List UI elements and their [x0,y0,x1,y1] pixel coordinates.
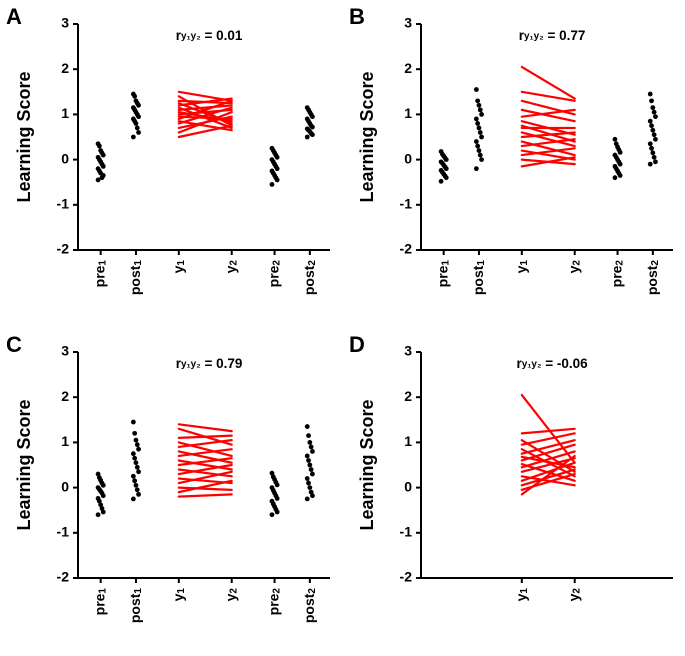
svg-text:ry₁y₂ = 0.77: ry₁y₂ = 0.77 [518,28,585,43]
svg-text:Learning Score: Learning Score [357,399,377,530]
svg-text:0: 0 [404,478,412,494]
svg-text:y2: y2 [565,588,582,602]
svg-text:Learning Score: Learning Score [14,399,34,530]
svg-text:-2: -2 [399,241,412,257]
svg-text:-1: -1 [57,196,70,212]
svg-text:2: 2 [404,60,412,76]
svg-text:0: 0 [61,478,69,494]
svg-text:post1: post1 [469,260,486,296]
svg-text:pre1: pre1 [434,260,451,288]
panel-b: -2 -1 0 1 2 3 Learning Score pre1 post1 y1 y2 pre2 p… [343,0,685,328]
svg-text:1: 1 [61,105,69,121]
svg-text:post2: post2 [301,260,318,296]
svg-text:post2: post2 [301,588,318,624]
svg-text:ry₁y₂ = 0.01: ry₁y₂ = 0.01 [176,28,243,43]
svg-text:pre1: pre1 [91,588,108,616]
svg-text:pre2: pre2 [265,588,282,616]
svg-text:ry₁y₂ = -0.06: ry₁y₂ = -0.06 [516,356,588,371]
svg-text:1: 1 [404,105,412,121]
svg-text:1: 1 [61,433,69,449]
svg-text:A: A [6,4,22,29]
svg-text:B: B [349,4,365,29]
svg-text:3: 3 [61,343,69,359]
svg-text:-2: -2 [57,241,70,257]
panel-d: -2 -1 0 1 2 3 Learning Score y1 y2 Dry₁y₂ = -0.06 [343,328,685,656]
svg-text:y2: y2 [222,588,239,602]
svg-text:3: 3 [404,343,412,359]
svg-text:pre2: pre2 [265,260,282,288]
svg-text:ry₁y₂ = 0.79: ry₁y₂ = 0.79 [176,356,243,371]
svg-text:3: 3 [61,15,69,31]
svg-text:C: C [6,332,22,357]
svg-text:0: 0 [404,150,412,166]
svg-text:-1: -1 [57,524,70,540]
svg-text:-1: -1 [399,196,412,212]
svg-text:y2: y2 [222,260,239,274]
svg-text:-1: -1 [399,524,412,540]
svg-text:2: 2 [404,388,412,404]
panel-a: -2 -1 0 1 2 3 Learning Score pre1 post1 y1 y2 pre2 p… [0,0,343,328]
figure-grid: -2 -1 0 1 2 3 Learning Score pre1 post1 y1 y2 pre2 p… [0,0,685,656]
svg-text:-2: -2 [399,569,412,585]
svg-text:y1: y1 [170,260,187,274]
panel-c: -2 -1 0 1 2 3 Learning Score pre1 post1 y1 y2 pre2 p… [0,328,343,656]
svg-text:2: 2 [61,60,69,76]
svg-text:Learning Score: Learning Score [357,71,377,202]
svg-text:post1: post1 [127,260,144,296]
svg-text:pre2: pre2 [608,260,625,288]
svg-text:0: 0 [61,150,69,166]
svg-text:y1: y1 [512,588,529,602]
svg-text:y1: y1 [170,588,187,602]
svg-text:-2: -2 [57,569,70,585]
svg-text:3: 3 [404,15,412,31]
svg-text:pre1: pre1 [91,260,108,288]
svg-text:post2: post2 [643,260,660,296]
svg-text:y1: y1 [512,260,529,274]
svg-text:Learning Score: Learning Score [14,71,34,202]
svg-text:post1: post1 [127,588,144,624]
svg-text:2: 2 [61,388,69,404]
svg-text:y2: y2 [565,260,582,274]
svg-text:1: 1 [404,433,412,449]
svg-text:D: D [349,332,365,357]
